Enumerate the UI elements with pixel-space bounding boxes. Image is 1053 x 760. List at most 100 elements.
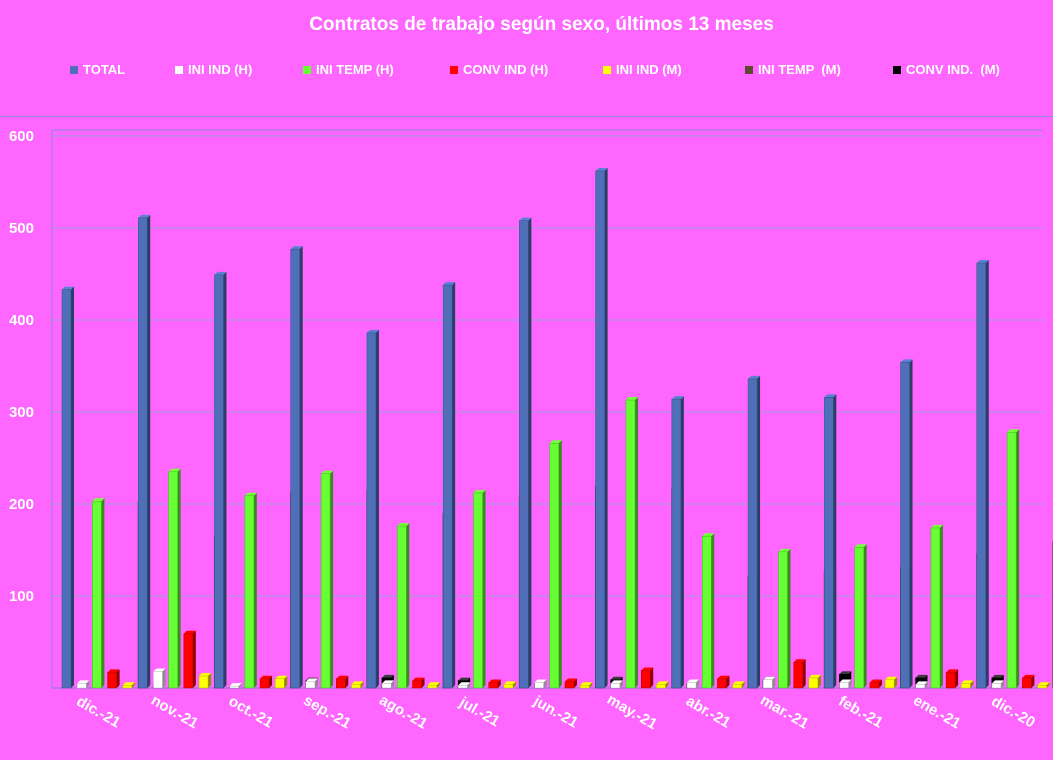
bar bbox=[869, 682, 880, 689]
bar-top bbox=[687, 679, 700, 683]
legend-label: TOTAL bbox=[83, 62, 126, 77]
bar-top bbox=[930, 524, 943, 528]
bar-side bbox=[177, 468, 181, 688]
x-tick-label: abr.-21 bbox=[683, 693, 733, 732]
bar-side bbox=[757, 375, 761, 688]
legend-swatch bbox=[893, 65, 901, 74]
bar-top bbox=[702, 533, 715, 537]
legend-item: INI IND (H) bbox=[175, 62, 252, 77]
bar-top bbox=[595, 167, 608, 171]
bar-side bbox=[665, 681, 669, 688]
bar bbox=[92, 500, 102, 689]
bar bbox=[366, 332, 377, 689]
bar-side bbox=[741, 681, 745, 688]
bar-side bbox=[894, 676, 898, 688]
bar-side bbox=[543, 679, 547, 688]
legend-item: INI TEMP (M) bbox=[745, 62, 841, 77]
bar-top bbox=[321, 470, 334, 474]
legend-item: CONV IND (H) bbox=[450, 62, 548, 77]
bar-top bbox=[1037, 682, 1050, 686]
bar-top bbox=[564, 678, 577, 682]
bar-top bbox=[839, 679, 852, 683]
bar bbox=[671, 398, 682, 689]
bar-top bbox=[915, 674, 928, 678]
bar bbox=[747, 378, 758, 689]
bar-top bbox=[610, 680, 623, 684]
bar-top bbox=[717, 675, 730, 679]
bar-top bbox=[62, 286, 74, 290]
bar-top bbox=[793, 659, 806, 663]
bar-top bbox=[122, 682, 135, 686]
bar bbox=[214, 274, 224, 689]
bar-side bbox=[223, 271, 227, 688]
bar-top bbox=[290, 246, 303, 250]
bar bbox=[76, 683, 87, 689]
bar-side bbox=[1031, 674, 1035, 688]
y-tick-label: 500 bbox=[9, 220, 34, 237]
bar-top bbox=[199, 673, 212, 677]
bar bbox=[442, 284, 453, 689]
legend-item: INI IND (M) bbox=[603, 62, 682, 77]
legend-item: CONV IND. (M) bbox=[893, 62, 1000, 77]
y-tick-label: 300 bbox=[9, 404, 34, 421]
title-divider bbox=[0, 116, 1053, 117]
x-tick-label: mar.-21 bbox=[757, 692, 811, 733]
legend: TOTAL INI IND (H) INI TEMP (H) CONV IND (H)… bbox=[70, 62, 1050, 80]
bar-top bbox=[991, 674, 1004, 678]
bar-side bbox=[635, 397, 639, 688]
bar-top bbox=[107, 669, 120, 673]
legend-item: TOTAL bbox=[70, 62, 125, 77]
legend-label: INI TEMP (H) bbox=[316, 62, 394, 77]
bar-top bbox=[626, 397, 639, 401]
bar-top bbox=[503, 681, 516, 685]
bar-side bbox=[589, 682, 593, 688]
bar-top bbox=[458, 677, 471, 681]
bar bbox=[839, 682, 849, 689]
bar-top bbox=[305, 678, 318, 682]
legend-swatch bbox=[745, 65, 753, 74]
bar bbox=[1022, 677, 1032, 689]
bar-top bbox=[351, 681, 364, 685]
y-tick-label: 200 bbox=[9, 496, 34, 513]
bar-top bbox=[610, 676, 623, 680]
bar-top bbox=[580, 682, 593, 686]
bar bbox=[717, 678, 727, 689]
bar-top bbox=[763, 676, 776, 680]
x-tick-label: dic.-20 bbox=[988, 693, 1038, 731]
bar-top bbox=[900, 359, 913, 363]
bar-side bbox=[970, 680, 974, 688]
bar-side bbox=[726, 675, 730, 688]
bar-top bbox=[976, 259, 989, 263]
bar-side bbox=[878, 679, 882, 688]
legend-swatch bbox=[303, 65, 311, 74]
bar-side bbox=[360, 681, 364, 688]
bar bbox=[488, 682, 499, 689]
bar bbox=[610, 683, 621, 689]
bar bbox=[183, 633, 194, 689]
bar-top bbox=[92, 498, 105, 502]
bar bbox=[473, 492, 483, 689]
bar-side bbox=[330, 470, 334, 688]
bar-side bbox=[528, 217, 532, 688]
bar-top bbox=[1007, 429, 1020, 433]
bar-top bbox=[183, 630, 196, 634]
legend-swatch bbox=[175, 65, 183, 74]
bar bbox=[579, 684, 590, 689]
y-tick-label: 600 bbox=[9, 128, 34, 145]
bar-side bbox=[772, 676, 776, 688]
bar bbox=[656, 684, 666, 689]
bar-side bbox=[284, 675, 288, 688]
bar-side bbox=[162, 668, 166, 688]
bar-side bbox=[558, 440, 562, 688]
bar bbox=[534, 682, 544, 689]
bar-side bbox=[497, 679, 501, 688]
bar-top bbox=[961, 680, 974, 684]
bar-top bbox=[366, 329, 379, 333]
bar-side bbox=[314, 678, 318, 688]
bar bbox=[503, 684, 514, 689]
bar-side bbox=[680, 396, 684, 688]
bar-side bbox=[619, 680, 623, 688]
bar-side bbox=[909, 359, 913, 688]
bar bbox=[305, 681, 316, 689]
